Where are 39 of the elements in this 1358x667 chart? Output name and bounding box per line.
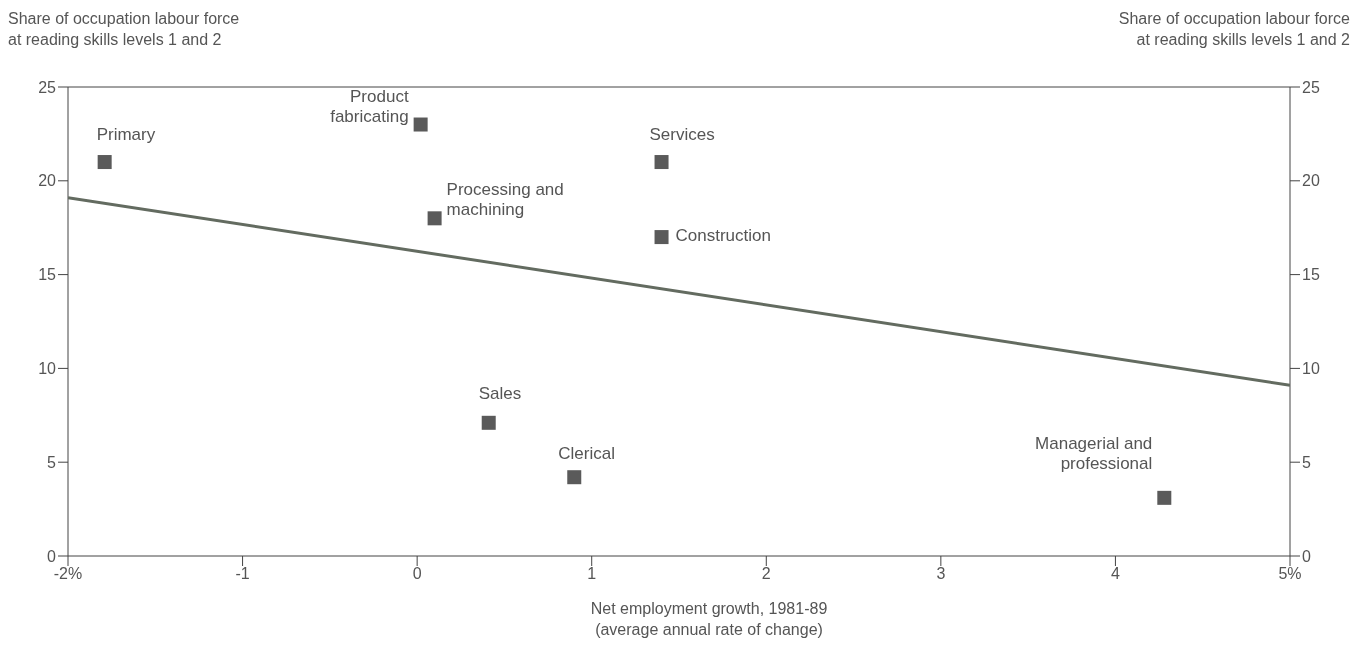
series-label: Services xyxy=(649,125,715,145)
point xyxy=(654,230,669,245)
x-tick-label: 0 xyxy=(412,565,422,583)
point xyxy=(654,155,669,170)
x-tick-label: -1 xyxy=(235,565,250,583)
x-tick-label: 4 xyxy=(1110,565,1120,583)
y-tick-label: 0 xyxy=(47,547,57,565)
point xyxy=(413,117,428,132)
y-tick-label: 25 xyxy=(38,78,57,96)
point xyxy=(427,211,442,226)
point xyxy=(97,155,112,170)
series-label: Primary xyxy=(96,125,156,145)
series-label: Managerial and professional xyxy=(1035,433,1153,473)
x-tick-label: 5% xyxy=(1278,565,1302,583)
y-axis-title: Share of occupation labour force at reading skills levels 1 and 2 xyxy=(8,9,240,50)
y-tick-label: 5 xyxy=(47,453,57,471)
series-label: Sales xyxy=(478,383,522,403)
y-tick-label: 10 xyxy=(38,360,57,378)
y2-tick-label: 20 xyxy=(1302,172,1320,190)
x-tick-label: 3 xyxy=(936,565,946,583)
y2-tick-label: 10 xyxy=(1302,360,1320,378)
point xyxy=(481,415,496,430)
y-tick-label: 15 xyxy=(38,266,57,284)
point xyxy=(567,470,582,485)
x-tick-label: 2 xyxy=(761,565,771,583)
point xyxy=(1157,490,1172,505)
y2-tick-label: 25 xyxy=(1302,78,1320,96)
x-tick-label: -2% xyxy=(53,565,83,583)
y2-axis-title: Share of occupation labour force at reading skills levels 1 and 2 xyxy=(1118,9,1350,50)
series-label: Processing and machining xyxy=(446,180,564,220)
y2-tick-label: 15 xyxy=(1302,266,1320,284)
y-tick-label: 20 xyxy=(38,172,57,190)
x-tick-label: 1 xyxy=(587,565,597,583)
series-label: Clerical xyxy=(558,444,615,464)
x-axis-title: Net employment growth, 1981-89 (average annual rate of change) xyxy=(589,599,829,640)
series-label: Product fabricating xyxy=(330,86,409,126)
y2-tick-label: 0 xyxy=(1302,547,1311,565)
y2-tick-label: 5 xyxy=(1302,453,1311,471)
series-label: Construction xyxy=(675,226,771,246)
